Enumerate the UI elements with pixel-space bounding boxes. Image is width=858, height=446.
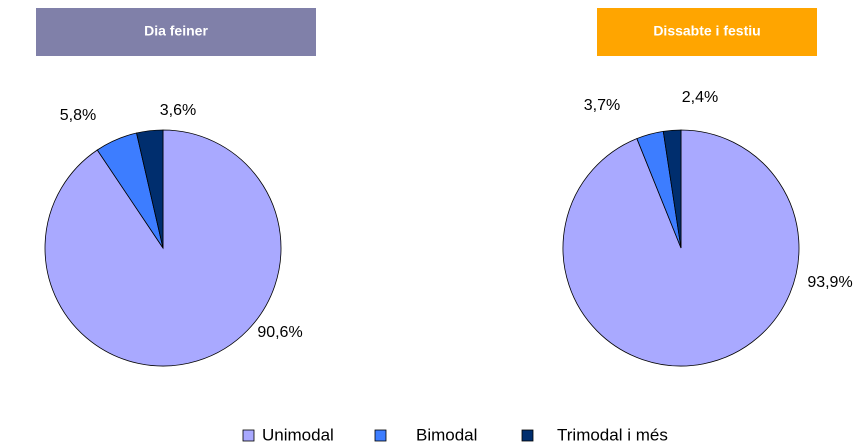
legend-swatch [242, 429, 255, 442]
pie-slice [662, 129, 682, 249]
data-label: 3,7% [584, 97, 620, 114]
data-label: 3,6% [160, 102, 196, 119]
pie-slice [136, 129, 164, 249]
title-box [597, 8, 817, 56]
data-label: 93,9% [807, 274, 852, 291]
legend-swatch [374, 429, 387, 442]
chart-title: Dia feiner [144, 23, 208, 39]
legend-label: Bimodal [416, 425, 477, 444]
legend-label: Trimodal i més [557, 425, 668, 444]
legend-label: Unimodal [262, 425, 334, 444]
legend-swatch [521, 429, 534, 442]
data-label: 5,8% [60, 107, 96, 124]
pie-slice [44, 129, 282, 367]
data-label: 2,4% [682, 89, 718, 106]
data-label: 90,6% [257, 324, 302, 341]
title-box [36, 8, 316, 56]
chart-title: Dissabte i festiu [653, 23, 760, 39]
